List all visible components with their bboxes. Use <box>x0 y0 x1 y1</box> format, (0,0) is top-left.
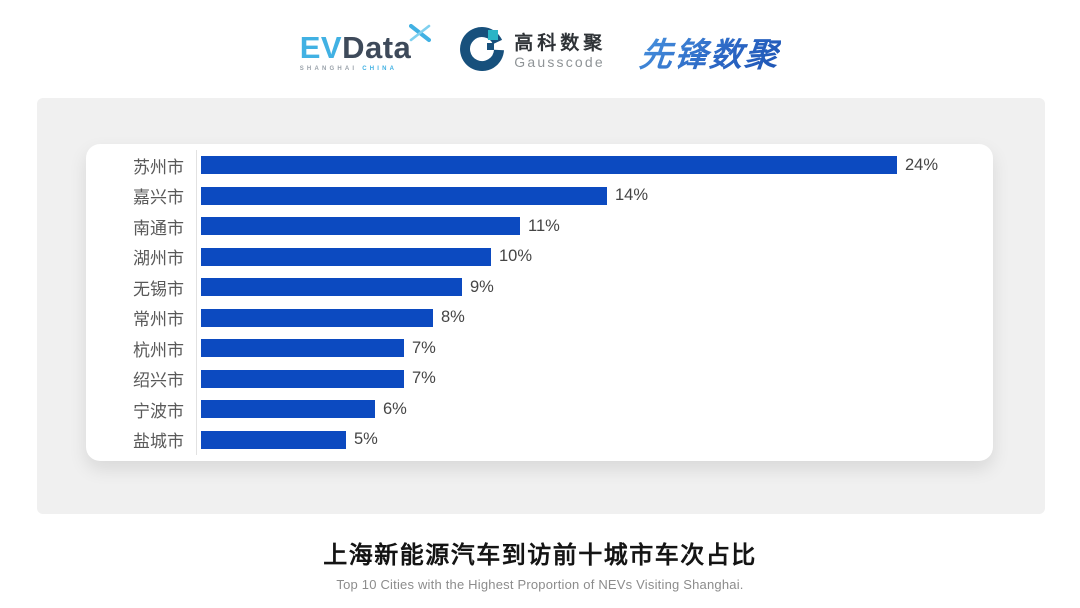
bar-area: 6% <box>196 394 977 425</box>
value-label: 6% <box>383 399 407 418</box>
chart-row: 宁波市 6% <box>102 394 977 425</box>
category-label: 嘉兴市 <box>133 188 184 208</box>
evdata-logo: EVData SHANGHAI CHINA <box>300 24 432 72</box>
chart-row: 常州市 8% <box>102 302 977 333</box>
gausscode-name-en: Gausscode <box>514 53 605 70</box>
chart-panel: 苏州市 24% 嘉兴市 14% 南通市 11% 湖州市 10% 无锡市 9% 常州市 8% 杭州市 7% 绍… <box>37 98 1045 514</box>
chart-row: 盐城市 5% <box>102 424 977 455</box>
chart-row: 嘉兴市 14% <box>102 180 977 211</box>
gausscode-text: 高科数聚 Gausscode <box>514 32 607 70</box>
bar-area: 9% <box>196 272 977 303</box>
chart-row: 湖州市 10% <box>102 241 977 272</box>
bar-area: 24% <box>196 150 977 181</box>
header-logos: EVData SHANGHAI CHINA 高科数聚 Gausscode 先锋数… <box>0 0 1080 98</box>
bar-area: 7% <box>196 363 977 394</box>
bar-area: 8% <box>196 302 977 333</box>
chart-row: 杭州市 7% <box>102 333 977 364</box>
bar <box>201 369 404 388</box>
bar-area: 14% <box>196 180 977 211</box>
chart-row: 无锡市 9% <box>102 272 977 303</box>
bar <box>201 156 897 175</box>
bar <box>201 217 520 236</box>
category-label: 盐城市 <box>133 432 184 452</box>
pioneer-shuju-logo: 先锋数聚 <box>638 28 783 76</box>
value-label: 10% <box>499 247 533 266</box>
chart-subtitle: Top 10 Cities with the Highest Proportio… <box>336 577 744 592</box>
bar <box>201 308 433 327</box>
bar-area: 10% <box>196 241 977 272</box>
value-label: 5% <box>354 430 378 449</box>
evdata-tagline-shanghai: SHANGHAI <box>299 66 358 72</box>
chart-card: 苏州市 24% 嘉兴市 14% 南通市 11% 湖州市 10% 无锡市 9% 常州市 8% 杭州市 7% 绍… <box>86 144 993 461</box>
gausscode-g-icon <box>459 26 505 78</box>
evdata-x-icon <box>409 24 432 49</box>
value-label: 8% <box>441 308 465 327</box>
bar <box>201 339 404 358</box>
evdata-tagline-china: CHINA <box>362 66 398 72</box>
bar-area: 7% <box>196 333 977 364</box>
chart-row: 苏州市 24% <box>102 150 977 181</box>
category-label: 绍兴市 <box>133 371 184 391</box>
bar <box>201 186 607 205</box>
category-label: 宁波市 <box>133 401 184 421</box>
category-label: 常州市 <box>133 310 184 330</box>
evdata-tagline: SHANGHAI CHINA <box>300 66 412 72</box>
evdata-data-text: Data <box>342 30 412 65</box>
category-label: 无锡市 <box>133 279 184 299</box>
bar <box>201 247 491 266</box>
caption: 上海新能源汽车到访前十城市车次占比 Top 10 Cities with the… <box>0 535 1080 592</box>
bar <box>201 278 462 297</box>
chart-row: 绍兴市 7% <box>102 363 977 394</box>
evdata-ev-text: EV <box>299 30 343 65</box>
chart-title: 上海新能源汽车到访前十城市车次占比 <box>323 542 757 569</box>
chart-row: 南通市 11% <box>102 211 977 242</box>
gausscode-logo: 高科数聚 Gausscode <box>459 26 607 78</box>
value-label: 24% <box>905 155 939 174</box>
chart-rows: 苏州市 24% 嘉兴市 14% 南通市 11% 湖州市 10% 无锡市 9% 常州市 8% 杭州市 7% 绍… <box>102 150 977 455</box>
category-label: 苏州市 <box>133 157 184 177</box>
category-label: 南通市 <box>133 218 184 238</box>
bar <box>201 430 346 449</box>
category-label: 杭州市 <box>133 340 184 360</box>
value-label: 9% <box>470 277 494 296</box>
category-label: 湖州市 <box>133 249 184 269</box>
value-label: 11% <box>528 216 560 235</box>
gausscode-name-cn: 高科数聚 <box>514 32 607 54</box>
bar-area: 5% <box>196 424 977 455</box>
bar-area: 11% <box>196 211 977 242</box>
value-label: 7% <box>412 338 436 357</box>
value-label: 14% <box>615 186 649 205</box>
bar <box>201 400 375 419</box>
evdata-wordmark: EVData <box>300 32 412 63</box>
value-label: 7% <box>412 369 436 388</box>
